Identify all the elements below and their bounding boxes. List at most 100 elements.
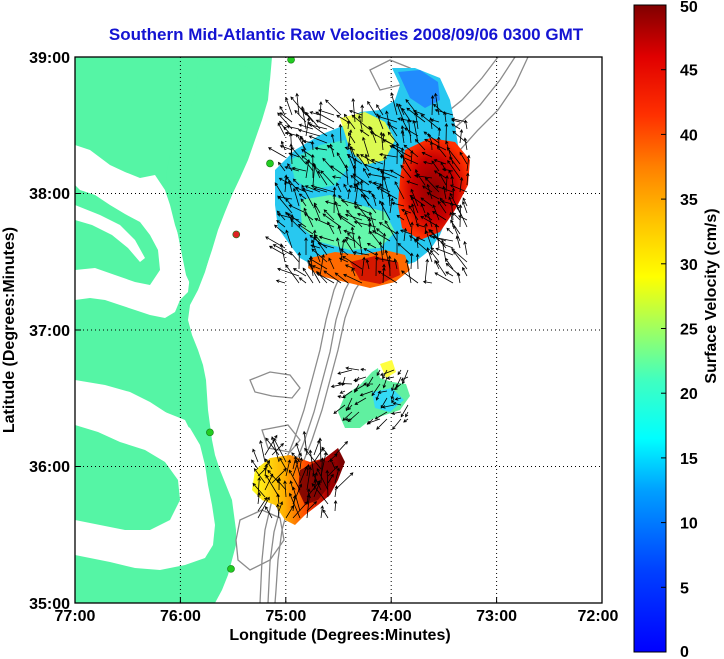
velocity-arrow xyxy=(315,111,335,123)
velocity-arrow xyxy=(326,145,335,151)
velocity-arrow xyxy=(368,222,372,235)
velocity-arrow xyxy=(415,253,420,270)
velocity-arrow xyxy=(376,369,381,376)
velocity-arrow xyxy=(456,271,461,284)
lon-tick-label: 73:00 xyxy=(476,608,517,625)
lon-tick-label: 77:00 xyxy=(55,608,96,625)
velocity-arrow xyxy=(424,222,428,235)
velocity-arrow xyxy=(382,369,388,380)
velocity-arrow xyxy=(379,131,384,151)
velocity-arrow xyxy=(338,257,349,263)
velocity-arrow xyxy=(323,270,342,284)
velocity-arrow xyxy=(403,227,408,242)
velocity-arrow xyxy=(333,404,346,414)
velocity-arrow xyxy=(288,492,301,519)
velocity-arrow xyxy=(376,186,398,200)
velocity-arrow xyxy=(426,183,433,200)
velocity-arrow xyxy=(362,136,370,158)
velocity-arrow xyxy=(289,250,300,263)
velocity-arrow xyxy=(277,477,281,491)
velocity-arrow xyxy=(284,165,300,172)
velocity-arrow xyxy=(257,496,268,512)
velocity-arrow xyxy=(338,216,356,228)
velocity-arrow xyxy=(382,376,388,389)
velocity-arrow xyxy=(276,219,286,228)
lat-tick-label: 38:00 xyxy=(29,186,70,203)
velocity-arrow xyxy=(399,229,412,235)
velocity-arrow xyxy=(317,242,335,249)
velocity-arrow xyxy=(276,210,286,221)
velocity-arrow xyxy=(311,248,328,263)
velocity-arrow xyxy=(278,501,284,512)
velocity-arrow xyxy=(422,160,433,165)
velocity-arrow xyxy=(400,164,412,179)
velocity-arrow xyxy=(286,125,300,130)
velocity-arrow xyxy=(429,249,440,263)
velocity-arrow xyxy=(353,220,377,228)
velocity-arrow xyxy=(306,466,312,491)
velocity-arrow xyxy=(296,133,307,151)
velocity-arrow xyxy=(309,111,321,116)
lat-tick-label: 37:00 xyxy=(29,323,70,340)
velocity-arrow xyxy=(455,235,461,249)
velocity-arrow xyxy=(391,201,405,207)
colorbar-tick-label: 15 xyxy=(680,451,698,468)
velocity-arrow xyxy=(257,476,261,498)
velocity-arrow xyxy=(253,468,266,484)
velocity-arrow xyxy=(279,457,287,470)
velocity-arrow xyxy=(294,459,301,477)
velocity-arrow xyxy=(395,376,402,388)
velocity-arrow xyxy=(301,149,314,158)
velocity-arrow xyxy=(276,479,287,491)
velocity-arrow xyxy=(444,257,454,270)
velocity-arrow xyxy=(410,196,419,214)
velocity-arrow xyxy=(399,155,419,165)
velocity-arrow xyxy=(317,170,328,186)
velocity-arrow xyxy=(372,230,391,242)
velocity-arrow xyxy=(337,225,342,235)
velocity-arrow xyxy=(285,96,293,116)
colorbar xyxy=(633,4,667,653)
velocity-arrow xyxy=(361,256,366,277)
velocity-arrow xyxy=(422,280,433,284)
velocity-arrow xyxy=(291,452,301,463)
velocity-arrow xyxy=(381,132,386,144)
velocity-arrow xyxy=(287,163,293,172)
velocity-arrow xyxy=(304,237,308,256)
velocity-arrow xyxy=(294,186,307,193)
chesapeake-bay xyxy=(75,145,190,318)
velocity-arrow xyxy=(339,390,346,394)
velocity-arrow xyxy=(367,172,391,179)
velocity-arrow xyxy=(379,200,391,221)
velocity-arrow xyxy=(400,125,405,137)
velocity-arrow xyxy=(420,203,426,214)
velocity-arrow xyxy=(336,114,349,123)
velocity-arrow xyxy=(313,187,328,193)
velocity-arrow xyxy=(452,212,461,221)
velocity-arrow xyxy=(346,154,363,165)
velocity-arrow xyxy=(446,146,461,165)
velocity-arrow xyxy=(306,494,311,519)
velocity-arrow xyxy=(371,383,381,397)
velocity-arrow xyxy=(404,127,419,137)
velocity-arrow xyxy=(400,129,405,144)
velocity-arrow xyxy=(374,411,388,420)
velocity-arrow xyxy=(308,135,328,144)
velocity-arrow xyxy=(453,250,468,270)
x-axis-label: Longitude (Degrees:Minutes) xyxy=(229,627,450,644)
velocity-arrow xyxy=(322,157,335,172)
velocity-arrow xyxy=(376,418,388,430)
velocity-arrow xyxy=(257,492,261,505)
outer-banks-station-north xyxy=(206,428,214,437)
velocity-arrow xyxy=(287,213,307,228)
velocity-arrow xyxy=(277,161,286,172)
velocity-arrow xyxy=(306,463,310,477)
velocity-arrow xyxy=(434,272,454,284)
velocity-arrow xyxy=(368,211,377,235)
velocity-arrow xyxy=(311,239,321,263)
velocity-arrow xyxy=(462,266,468,277)
velocity-arrow xyxy=(461,200,468,214)
velocity-arrow xyxy=(272,244,293,256)
velocity-arrow xyxy=(347,404,353,411)
velocity-arrow xyxy=(360,367,367,372)
